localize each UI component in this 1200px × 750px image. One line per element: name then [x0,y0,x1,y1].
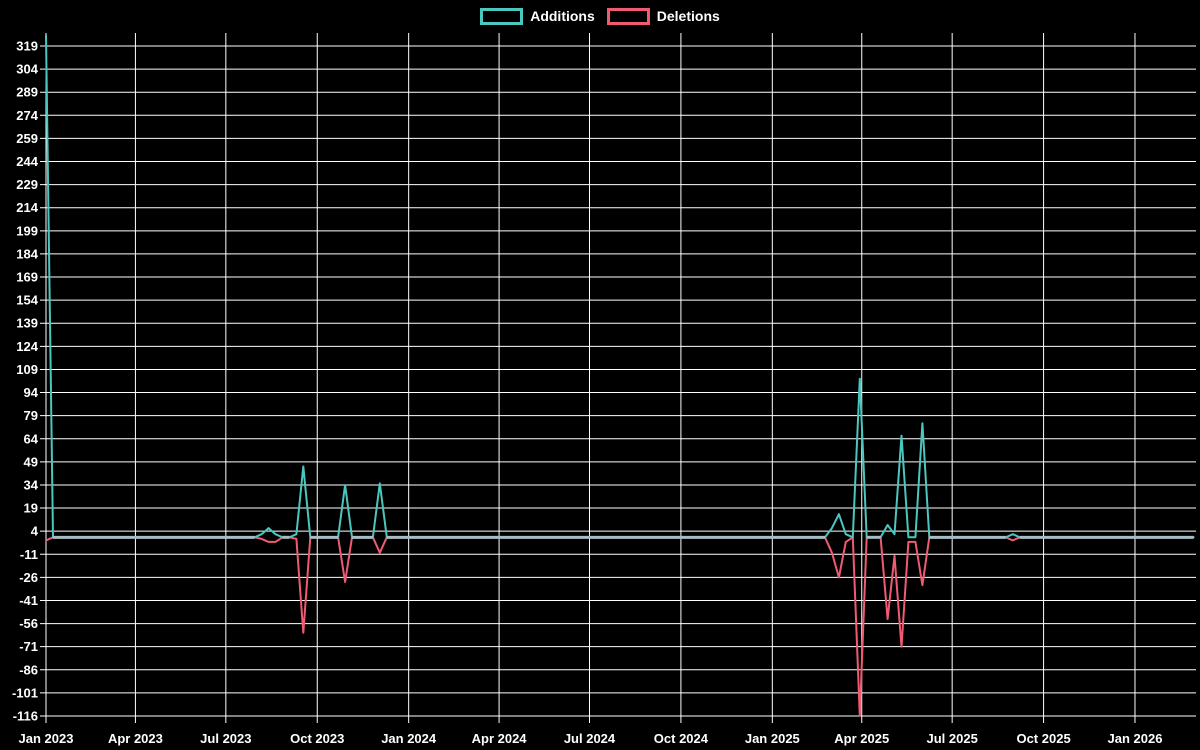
legend-item-additions[interactable]: Additions [480,7,595,25]
y-tick-label: 109 [16,362,38,377]
y-tick-label: 64 [24,431,39,446]
x-tick-label: Jul 2024 [564,731,616,746]
y-tick-label: 169 [16,270,38,285]
additions-swatch-icon [480,7,524,25]
y-tick-label: 124 [16,339,38,354]
y-tick-label: 229 [16,177,38,192]
x-tick-label: Jan 2025 [745,731,800,746]
y-tick-label: -11 [20,547,38,562]
y-tick-label: 289 [16,85,38,100]
x-tick-label: Apr 2023 [108,731,163,746]
x-tick-label: Oct 2025 [1016,731,1070,746]
y-tick-label: 34 [24,477,39,492]
y-tick-label: -26 [19,570,38,585]
y-tick-label: -41 [19,593,38,608]
y-tick-label: -101 [12,685,38,700]
y-tick-label: -56 [19,616,38,631]
x-tick-label: Jan 2026 [1108,731,1163,746]
x-tick-label: Apr 2024 [472,731,528,746]
x-tick-label: Jan 2024 [381,731,437,746]
x-tick-label: Apr 2025 [834,731,889,746]
y-tick-label: 4 [31,524,39,539]
legend-label-additions: Additions [530,8,595,24]
x-tick-label: Oct 2024 [654,731,709,746]
y-tick-label: 184 [16,246,38,261]
x-tick-label: Jul 2023 [200,731,251,746]
y-tick-label: 319 [16,39,38,54]
y-tick-label: 139 [16,316,38,331]
deletions-swatch-icon [606,7,650,25]
y-tick-label: -86 [19,662,38,677]
y-tick-label: 154 [16,293,38,308]
y-tick-label: 244 [16,154,38,169]
y-tick-label: 19 [24,501,38,516]
y-tick-label: 49 [24,454,38,469]
legend-label-deletions: Deletions [656,8,720,24]
y-tick-label: 214 [16,200,38,215]
y-tick-label: -71 [19,639,38,654]
y-tick-label: 259 [16,131,38,146]
y-tick-label: 94 [24,385,39,400]
y-tick-label: 304 [16,62,38,77]
x-tick-label: Oct 2023 [290,731,344,746]
x-tick-label: Jan 2023 [19,731,74,746]
legend-item-deletions[interactable]: Deletions [606,7,720,25]
y-tick-label: -116 [13,708,38,723]
x-tick-label: Jul 2025 [926,731,977,746]
deletions-line [45,536,1195,717]
y-tick-label: 199 [16,223,38,238]
y-tick-label: 274 [16,108,38,123]
chart-legend: Additions Deletions [0,7,1200,25]
y-tick-label: 79 [24,408,38,423]
